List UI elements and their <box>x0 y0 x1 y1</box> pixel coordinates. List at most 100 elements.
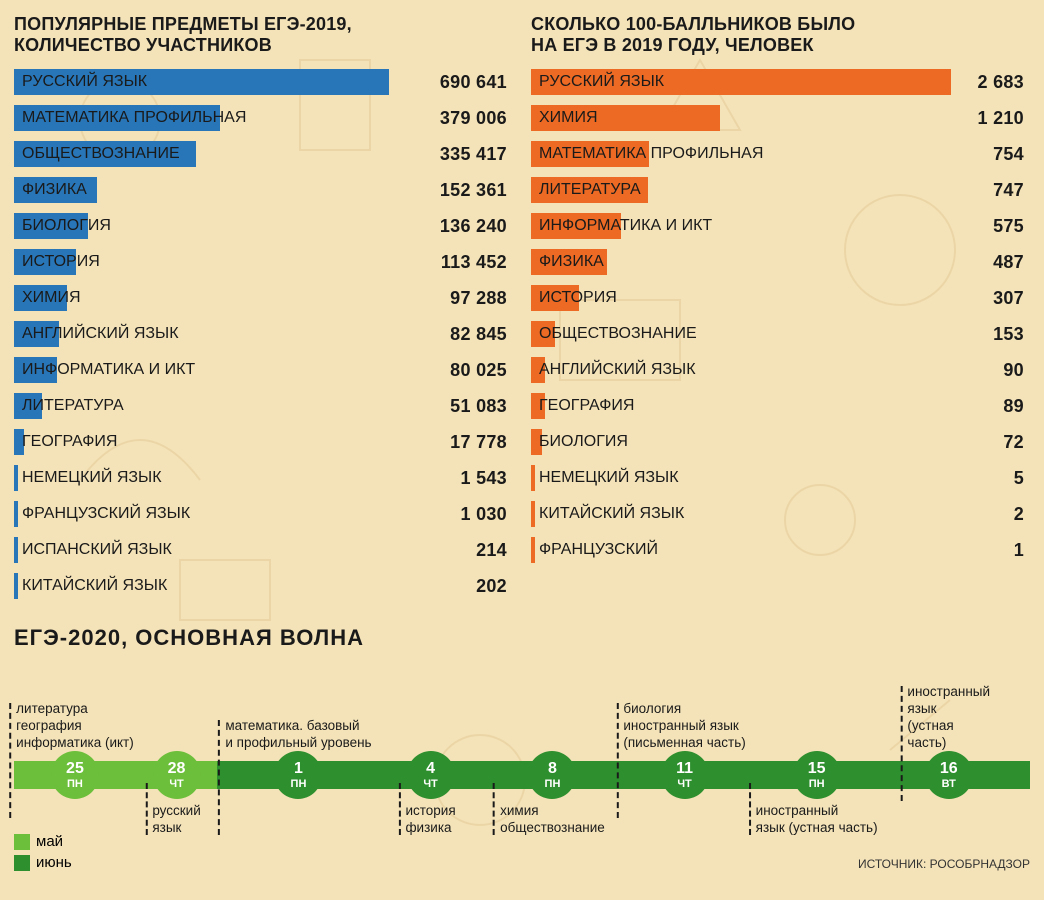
right-row: ИСТОРИЯ 307 <box>531 281 1030 315</box>
left-value: 152 361 <box>440 180 507 201</box>
timeline-node-dow: ПН <box>809 779 825 790</box>
left-label: ИСТОРИЯ <box>22 253 100 271</box>
left-chart-rows: РУССКИЙ ЯЗЫК690 641МАТЕМАТИКА ПРОФИЛЬНАЯ… <box>14 65 513 603</box>
timeline-node-day: 1 <box>294 761 303 777</box>
left-value: 82 845 <box>450 324 507 345</box>
left-row: ЛИТЕРАТУРА51 083 <box>14 389 513 423</box>
timeline-callout: русский язык <box>152 803 200 837</box>
right-row: ГЕОГРАФИЯ 89 <box>531 389 1030 423</box>
left-value: 51 083 <box>450 396 507 417</box>
left-row: ИНФОРМАТИКА И ИКТ80 025 <box>14 353 513 387</box>
right-label: ЛИТЕРАТУРА <box>539 181 641 199</box>
timeline-callout: биология иностранный язык (письменная ча… <box>623 701 745 752</box>
left-label: АНГЛИЙСКИЙ ЯЗЫК <box>22 325 179 343</box>
left-value: 690 641 <box>440 72 507 93</box>
timeline-callout: литература география информатика (икт) <box>16 701 134 752</box>
right-label: РУССКИЙ ЯЗЫК <box>539 73 664 91</box>
timeline-node-dow: ВТ <box>942 779 956 790</box>
timeline-node-dow: ПН <box>67 779 83 790</box>
right-chart-title: СКОЛЬКО 100-БАЛЛЬНИКОВ БЫЛО НА ЕГЭ В 201… <box>531 14 1030 55</box>
right-label: ОБЩЕСТВОЗНАНИЕ <box>539 325 697 343</box>
timeline-node-day: 4 <box>426 761 435 777</box>
right-value: 307 <box>993 288 1024 309</box>
timeline-node-day: 15 <box>808 761 826 777</box>
legend-label: июнь <box>36 854 72 871</box>
right-value: 754 <box>993 144 1024 165</box>
right-value: 90 <box>1003 360 1024 381</box>
right-value: 1 210 <box>977 108 1024 129</box>
legend-item: май <box>14 833 72 850</box>
left-value: 202 <box>476 576 507 597</box>
timeline-wrap: 25ПН28ЧТ1ПН4ЧТ8ПН11ЧТ15ПН16ВТ литература… <box>14 661 1030 871</box>
left-value: 17 778 <box>450 432 507 453</box>
timeline-callout: иностранный язык (устная часть) <box>756 803 878 837</box>
right-value: 1 <box>1014 540 1024 561</box>
right-label: АНГЛИЙСКИЙ ЯЗЫК <box>539 361 696 379</box>
timeline-callout: иностранный язык (устная часть) <box>907 684 990 752</box>
right-value: 2 <box>1014 504 1024 525</box>
right-row: ФИЗИКА487 <box>531 245 1030 279</box>
right-row: МАТЕМАТИКА ПРОФИЛЬНАЯ 754 <box>531 137 1030 171</box>
left-label: БИОЛОГИЯ <box>22 217 111 235</box>
left-label: ФРАНЦУЗСКИЙ ЯЗЫК <box>22 505 190 523</box>
left-row: АНГЛИЙСКИЙ ЯЗЫК 82 845 <box>14 317 513 351</box>
timeline-node: 8 ПН <box>528 751 576 799</box>
right-value: 5 <box>1014 468 1024 489</box>
timeline-node: 25ПН <box>51 751 99 799</box>
right-row: НЕМЕЦКИЙ ЯЗЫК 5 <box>531 461 1030 495</box>
timeline-callout: математика. базовый и профильный уровень <box>225 718 371 752</box>
timeline-node-day: 8 <box>548 761 557 777</box>
left-row: ИСПАНСКИЙ ЯЗЫК214 <box>14 533 513 567</box>
right-row: ХИМИЯ 1 210 <box>531 101 1030 135</box>
right-row: ФРАНЦУЗСКИЙ 1 <box>531 533 1030 567</box>
timeline-callout: история физика <box>405 803 455 837</box>
timeline-nodes: 25ПН28ЧТ1ПН4ЧТ8ПН11ЧТ15ПН16ВТ <box>14 751 1030 799</box>
timeline-callout: химия обществознание <box>500 803 605 837</box>
right-bar <box>531 465 535 491</box>
left-row: ИСТОРИЯ113 452 <box>14 245 513 279</box>
legend-swatch <box>14 834 30 850</box>
left-row: ХИМИЯ97 288 <box>14 281 513 315</box>
timeline-node-dow: ЧТ <box>677 779 691 790</box>
timeline-legend: май июнь <box>14 833 72 871</box>
left-value: 1 030 <box>460 504 507 525</box>
right-label: ФИЗИКА <box>539 253 604 271</box>
left-row: МАТЕМАТИКА ПРОФИЛЬНАЯ 379 006 <box>14 101 513 135</box>
left-label: НЕМЕЦКИЙ ЯЗЫК <box>22 469 162 487</box>
right-label: ФРАНЦУЗСКИЙ <box>539 541 658 559</box>
timeline-node: 15 ПН <box>793 751 841 799</box>
right-value: 89 <box>1003 396 1024 417</box>
left-row: ОБЩЕСТВОЗНАНИЕ 335 417 <box>14 137 513 171</box>
right-label: ХИМИЯ <box>539 109 598 127</box>
right-chart: СКОЛЬКО 100-БАЛЛЬНИКОВ БЫЛО НА ЕГЭ В 201… <box>531 14 1030 603</box>
right-value: 747 <box>993 180 1024 201</box>
left-bar <box>14 537 18 563</box>
left-label: ОБЩЕСТВОЗНАНИЕ <box>22 145 180 163</box>
left-bar <box>14 465 18 491</box>
timeline-node-dow: ПН <box>545 779 561 790</box>
right-label: ИСТОРИЯ <box>539 289 617 307</box>
left-chart: ПОПУЛЯРНЫЕ ПРЕДМЕТЫ ЕГЭ-2019, КОЛИЧЕСТВО… <box>14 14 513 603</box>
timeline-node-dow: ЧТ <box>423 779 437 790</box>
left-label: ФИЗИКА <box>22 181 87 199</box>
right-label: ГЕОГРАФИЯ <box>539 397 634 415</box>
timeline-section: ЕГЭ-2020, ОСНОВНАЯ ВОЛНА 25ПН28ЧТ1ПН4ЧТ8… <box>14 625 1030 871</box>
timeline-node: 16ВТ <box>925 751 973 799</box>
timeline-title: ЕГЭ-2020, ОСНОВНАЯ ВОЛНА <box>14 625 1030 651</box>
timeline-node: 11ЧТ <box>661 751 709 799</box>
right-label: МАТЕМАТИКА ПРОФИЛЬНАЯ <box>539 145 763 163</box>
left-value: 335 417 <box>440 144 507 165</box>
right-label: БИОЛОГИЯ <box>539 433 628 451</box>
right-row: ОБЩЕСТВОЗНАНИЕ153 <box>531 317 1030 351</box>
timeline-node-dow: ПН <box>291 779 307 790</box>
left-value: 214 <box>476 540 507 561</box>
left-label: МАТЕМАТИКА ПРОФИЛЬНАЯ <box>22 109 246 127</box>
left-value: 97 288 <box>450 288 507 309</box>
source-text: ИСТОЧНИК: РОСОБРНАДЗОР <box>858 857 1030 871</box>
right-label: НЕМЕЦКИЙ ЯЗЫК <box>539 469 679 487</box>
right-bar <box>531 501 535 527</box>
left-chart-title: ПОПУЛЯРНЫЕ ПРЕДМЕТЫ ЕГЭ-2019, КОЛИЧЕСТВО… <box>14 14 513 55</box>
left-value: 379 006 <box>440 108 507 129</box>
right-label: ИНФОРМАТИКА И ИКТ <box>539 217 712 235</box>
right-row: КИТАЙСКИЙ ЯЗЫК2 <box>531 497 1030 531</box>
